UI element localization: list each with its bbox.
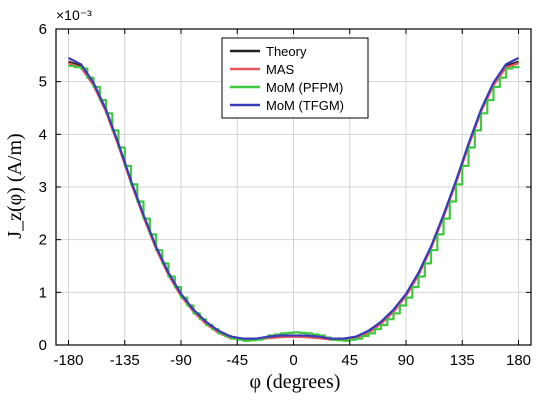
x-tick-label: 90 [398,352,415,369]
x-tick-label: 135 [450,352,475,369]
x-tick-label: -90 [170,352,192,369]
y-tick-label: 4 [39,126,47,143]
x-tick-label: -135 [110,352,140,369]
y-tick-label: 1 [39,284,47,301]
y-exponent-label: ×10⁻³ [56,7,92,23]
series-line-mom-tfgm [68,57,519,340]
x-tick-label: 180 [506,352,531,369]
legend-entry-label: MAS [266,62,295,77]
legend-entry-label: MoM (PFPM) [266,80,343,95]
y-tick-labels: 0 1 2 3 4 5 6 [39,21,47,354]
y-tick-label: 0 [39,337,47,354]
legend-entry-label: Theory [266,44,307,59]
x-tick-label: -45 [226,352,248,369]
series-layer [68,57,520,342]
x-axis-label: φ (degrees) [250,371,341,393]
y-tick-label: 6 [39,21,47,38]
legend-entry-label: MoM (TFGM) [266,98,344,113]
legend: Theory MAS MoM (PFPM) MoM (TFGM) [221,37,369,119]
y-tick-label: 2 [39,232,47,249]
series-line-mom-pfpm [68,64,520,342]
y-axis-label: J_z(φ) (A/m) [4,133,26,238]
y-tick-label: 3 [39,179,47,196]
x-tick-labels: -180 -135 -90 -45 0 45 90 135 180 [53,352,531,369]
x-tick-label: 45 [341,352,358,369]
tick-marks [56,28,531,346]
y-tick-label: 5 [39,74,47,91]
x-tick-label: -180 [53,352,83,369]
x-tick-label: 0 [289,352,297,369]
